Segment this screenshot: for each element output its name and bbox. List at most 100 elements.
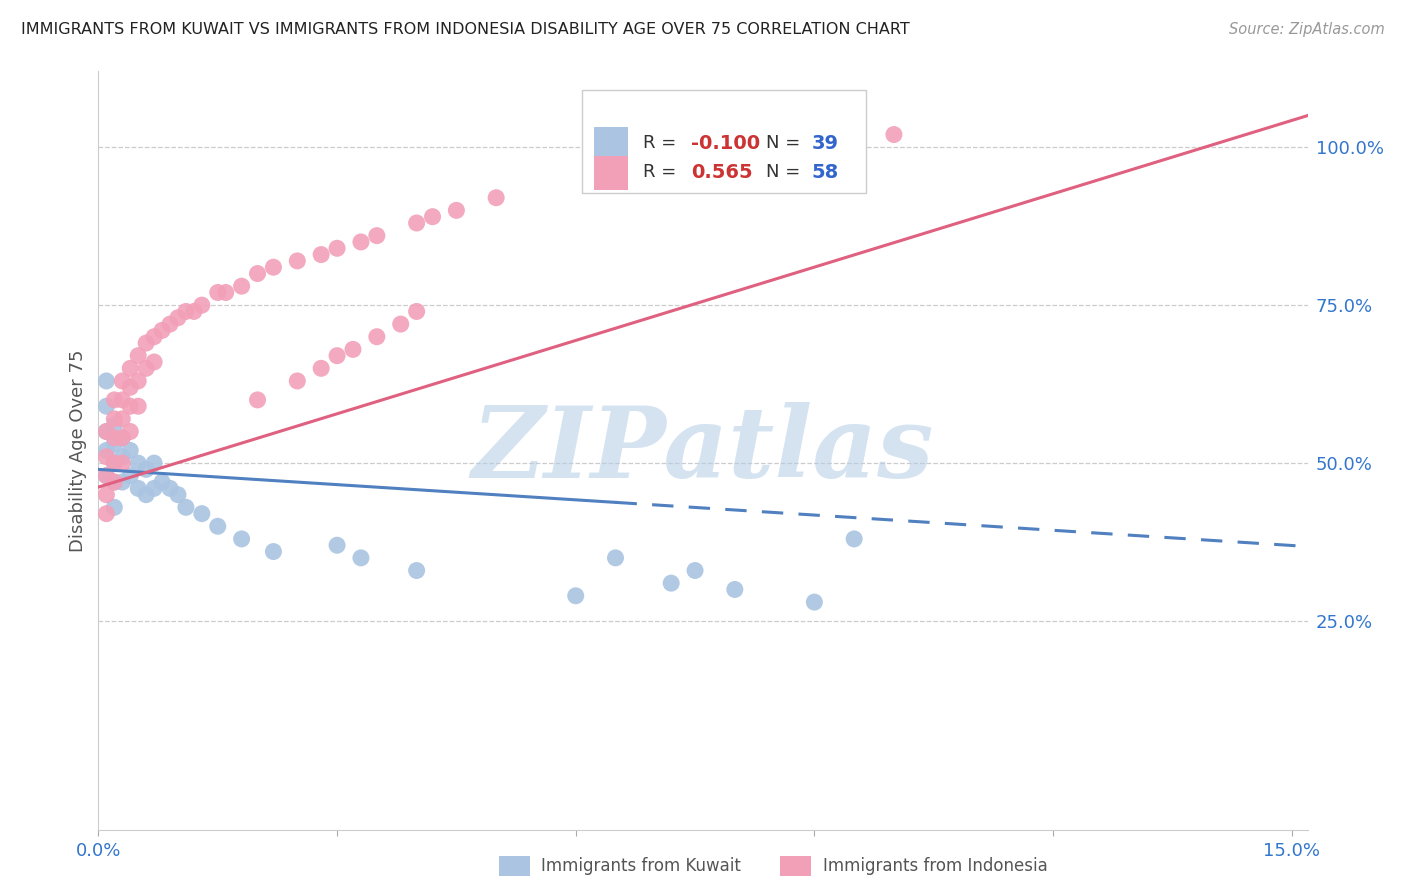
Point [120,425,142,439]
Point [350,550,373,565]
Point [96,488,118,502]
Point [96,450,118,464]
Text: Immigrants from Kuwait: Immigrants from Kuwait [541,857,741,875]
Point [366,330,388,344]
Point [103,475,125,489]
Point [605,550,627,565]
Point [405,216,427,230]
Point [803,595,825,609]
Point [120,468,142,483]
Text: ZIPatlas: ZIPatlas [472,402,934,499]
Point [326,538,349,552]
Point [96,399,118,413]
Point [150,323,173,337]
Point [143,482,166,496]
FancyBboxPatch shape [595,155,628,190]
Point [422,210,444,224]
Point [683,564,706,578]
FancyBboxPatch shape [595,127,628,161]
Point [150,475,173,489]
Point [120,399,142,413]
Point [285,254,308,268]
Point [111,450,134,464]
Point [96,425,118,439]
Point [159,317,181,331]
FancyBboxPatch shape [582,90,866,193]
Point [135,361,157,376]
Point [127,349,149,363]
Point [135,336,157,351]
Point [111,475,134,489]
Point [111,374,134,388]
Point [103,456,125,470]
Point [174,304,197,318]
Point [309,361,332,376]
Point [135,488,157,502]
Text: 0.565: 0.565 [690,162,752,182]
Text: Source: ZipAtlas.com: Source: ZipAtlas.com [1229,22,1385,37]
Point [103,418,125,433]
Text: Immigrants from Indonesia: Immigrants from Indonesia [823,857,1047,875]
Point [103,475,125,489]
Point [183,304,205,318]
Point [96,425,118,439]
Point [120,361,142,376]
Point [127,399,149,413]
Text: 39: 39 [811,134,839,153]
Point [103,456,125,470]
Text: -0.100: -0.100 [690,134,761,153]
Text: R =: R = [643,135,682,153]
Point [96,374,118,388]
Point [96,507,118,521]
Point [231,532,253,546]
Point [883,128,905,142]
Point [389,317,412,331]
Point [564,589,586,603]
Point [143,456,166,470]
Point [262,260,284,275]
Point [405,564,427,578]
Point [326,241,349,255]
Point [350,235,373,249]
Point [262,544,284,558]
Point [309,247,332,261]
Point [167,310,190,325]
Text: R =: R = [643,163,682,181]
Point [326,349,349,363]
Point [207,519,229,533]
Point [659,576,682,591]
Point [103,431,125,445]
Point [96,468,118,483]
Point [724,582,747,597]
Point [820,140,842,154]
Point [803,140,825,154]
Point [159,482,181,496]
Point [342,343,364,357]
Point [143,330,166,344]
Point [127,374,149,388]
Point [96,468,118,483]
Point [207,285,229,300]
Point [844,134,866,148]
Point [103,412,125,426]
Point [120,443,142,458]
Point [103,392,125,407]
Point [111,456,134,470]
Point [844,532,866,546]
Text: IMMIGRANTS FROM KUWAIT VS IMMIGRANTS FROM INDONESIA DISABILITY AGE OVER 75 CORRE: IMMIGRANTS FROM KUWAIT VS IMMIGRANTS FRO… [21,22,910,37]
Point [127,482,149,496]
Point [174,500,197,515]
Point [215,285,238,300]
Point [111,431,134,445]
Point [167,488,190,502]
Point [366,228,388,243]
Point [111,431,134,445]
Point [231,279,253,293]
Point [120,380,142,394]
Text: N =: N = [766,135,806,153]
Point [135,462,157,476]
Point [246,392,269,407]
Point [103,500,125,515]
Point [143,355,166,369]
Point [191,298,214,312]
